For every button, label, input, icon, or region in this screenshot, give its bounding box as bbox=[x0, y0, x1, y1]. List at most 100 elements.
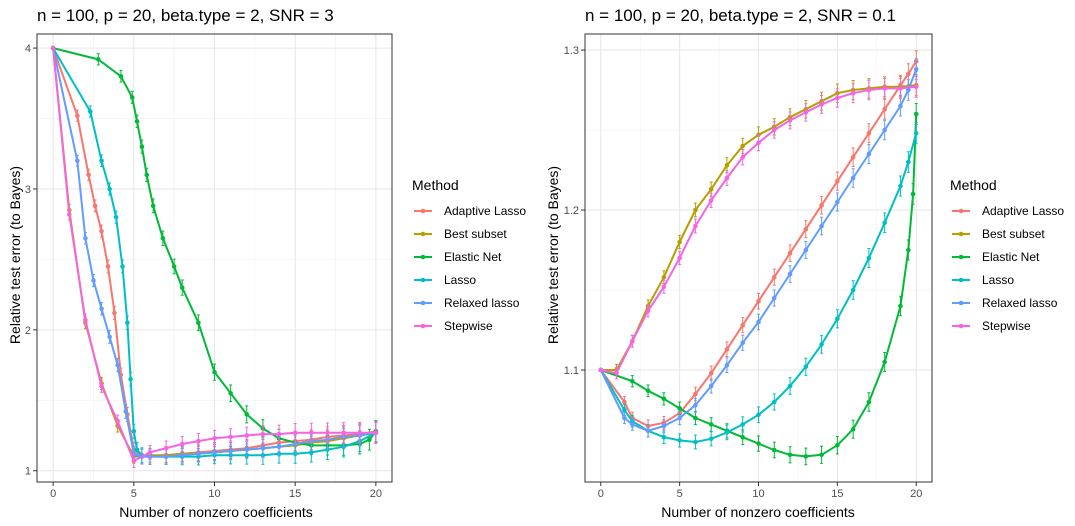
data-point bbox=[661, 274, 667, 280]
data-point bbox=[630, 422, 635, 427]
data-point bbox=[83, 317, 88, 323]
data-point bbox=[113, 214, 119, 220]
data-point bbox=[708, 186, 714, 192]
data-point bbox=[819, 102, 824, 107]
data-point bbox=[724, 346, 730, 352]
data-point bbox=[212, 369, 217, 375]
legend-key-point bbox=[958, 300, 964, 306]
data-point bbox=[819, 342, 824, 347]
y-tick-label: 2 bbox=[25, 325, 31, 337]
left-y-axis-title: Relative test error (to Bayes) bbox=[7, 166, 23, 344]
data-point bbox=[99, 228, 104, 234]
x-tick-label: 15 bbox=[831, 488, 843, 500]
data-point bbox=[228, 390, 233, 396]
data-point bbox=[367, 437, 372, 443]
data-point bbox=[803, 247, 809, 253]
legend-label: Adaptive Lasso bbox=[444, 204, 526, 218]
data-point bbox=[325, 430, 330, 435]
right-legend-title: Method bbox=[950, 177, 997, 193]
series-line bbox=[599, 132, 918, 443]
data-point bbox=[112, 310, 117, 316]
data-point bbox=[835, 178, 840, 184]
data-point bbox=[882, 106, 887, 112]
data-point bbox=[866, 151, 872, 157]
left-plot-panel: 0 5 10 15 20 1 2 3 4 bbox=[25, 33, 393, 500]
right-chart-title: n = 100, p = 20, beta.type = 2, SNR = 0.… bbox=[585, 6, 896, 25]
data-point bbox=[134, 119, 140, 124]
legend-label: Stepwise bbox=[444, 319, 493, 333]
data-point bbox=[819, 202, 824, 208]
data-point bbox=[906, 87, 911, 93]
data-point bbox=[128, 376, 133, 382]
data-point bbox=[677, 438, 682, 443]
data-point bbox=[906, 159, 911, 165]
left-legend: Method Adaptive Lasso Best subset Elastic … bbox=[412, 177, 526, 333]
right-y-axis-title: Relative test error (to Bayes) bbox=[545, 166, 561, 344]
data-point bbox=[850, 90, 856, 96]
data-point bbox=[139, 144, 145, 150]
legend-key-point bbox=[420, 231, 426, 237]
data-point bbox=[740, 322, 746, 328]
data-point bbox=[803, 364, 809, 370]
data-point bbox=[357, 430, 363, 435]
data-point bbox=[107, 186, 112, 192]
data-point bbox=[835, 95, 840, 101]
data-point bbox=[75, 158, 80, 164]
data-point bbox=[898, 303, 903, 309]
data-point bbox=[913, 111, 919, 117]
data-point bbox=[645, 388, 651, 394]
data-point bbox=[850, 287, 856, 293]
data-point bbox=[866, 255, 872, 261]
data-point bbox=[677, 239, 682, 245]
data-point bbox=[260, 431, 266, 437]
data-point bbox=[740, 143, 746, 149]
data-point bbox=[724, 362, 730, 368]
data-point bbox=[614, 370, 619, 376]
data-point bbox=[212, 436, 217, 441]
data-point bbox=[787, 271, 793, 277]
y-tick-label: 1.1 bbox=[564, 365, 579, 377]
data-point bbox=[756, 441, 761, 446]
legend-label: Lasso bbox=[444, 273, 476, 287]
data-point bbox=[131, 428, 137, 434]
data-point bbox=[787, 452, 793, 458]
series-line bbox=[600, 113, 918, 458]
data-point bbox=[99, 158, 104, 164]
data-point bbox=[630, 378, 635, 384]
data-point bbox=[819, 452, 824, 458]
legend-label: Relaxed lasso bbox=[444, 296, 520, 310]
data-point bbox=[50, 45, 56, 51]
data-point bbox=[771, 399, 777, 405]
data-point bbox=[677, 255, 682, 261]
data-point bbox=[115, 419, 120, 424]
data-point bbox=[850, 175, 856, 181]
data-point bbox=[787, 118, 793, 123]
right-x-axis-title: Number of nonzero coefficients bbox=[661, 504, 855, 520]
x-tick-label: 20 bbox=[910, 488, 922, 500]
data-point bbox=[803, 110, 809, 115]
data-point bbox=[756, 140, 761, 146]
data-point bbox=[898, 183, 903, 189]
legend-label: Best subset bbox=[982, 227, 1045, 241]
data-point bbox=[677, 406, 682, 411]
data-point bbox=[787, 250, 793, 256]
data-point bbox=[787, 383, 793, 389]
data-point bbox=[645, 428, 651, 434]
data-point bbox=[906, 247, 911, 253]
data-point bbox=[86, 172, 91, 178]
data-point bbox=[708, 383, 714, 389]
data-point bbox=[740, 422, 746, 427]
data-point bbox=[756, 412, 761, 418]
data-point bbox=[740, 434, 746, 440]
data-point bbox=[99, 383, 104, 389]
legend-key-point bbox=[958, 277, 964, 283]
data-point bbox=[144, 172, 150, 178]
data-point bbox=[83, 235, 88, 241]
data-point bbox=[134, 447, 140, 452]
data-point bbox=[622, 399, 627, 405]
data-point bbox=[803, 454, 809, 459]
data-point bbox=[292, 430, 298, 435]
data-point bbox=[244, 433, 250, 438]
data-point bbox=[123, 409, 129, 414]
